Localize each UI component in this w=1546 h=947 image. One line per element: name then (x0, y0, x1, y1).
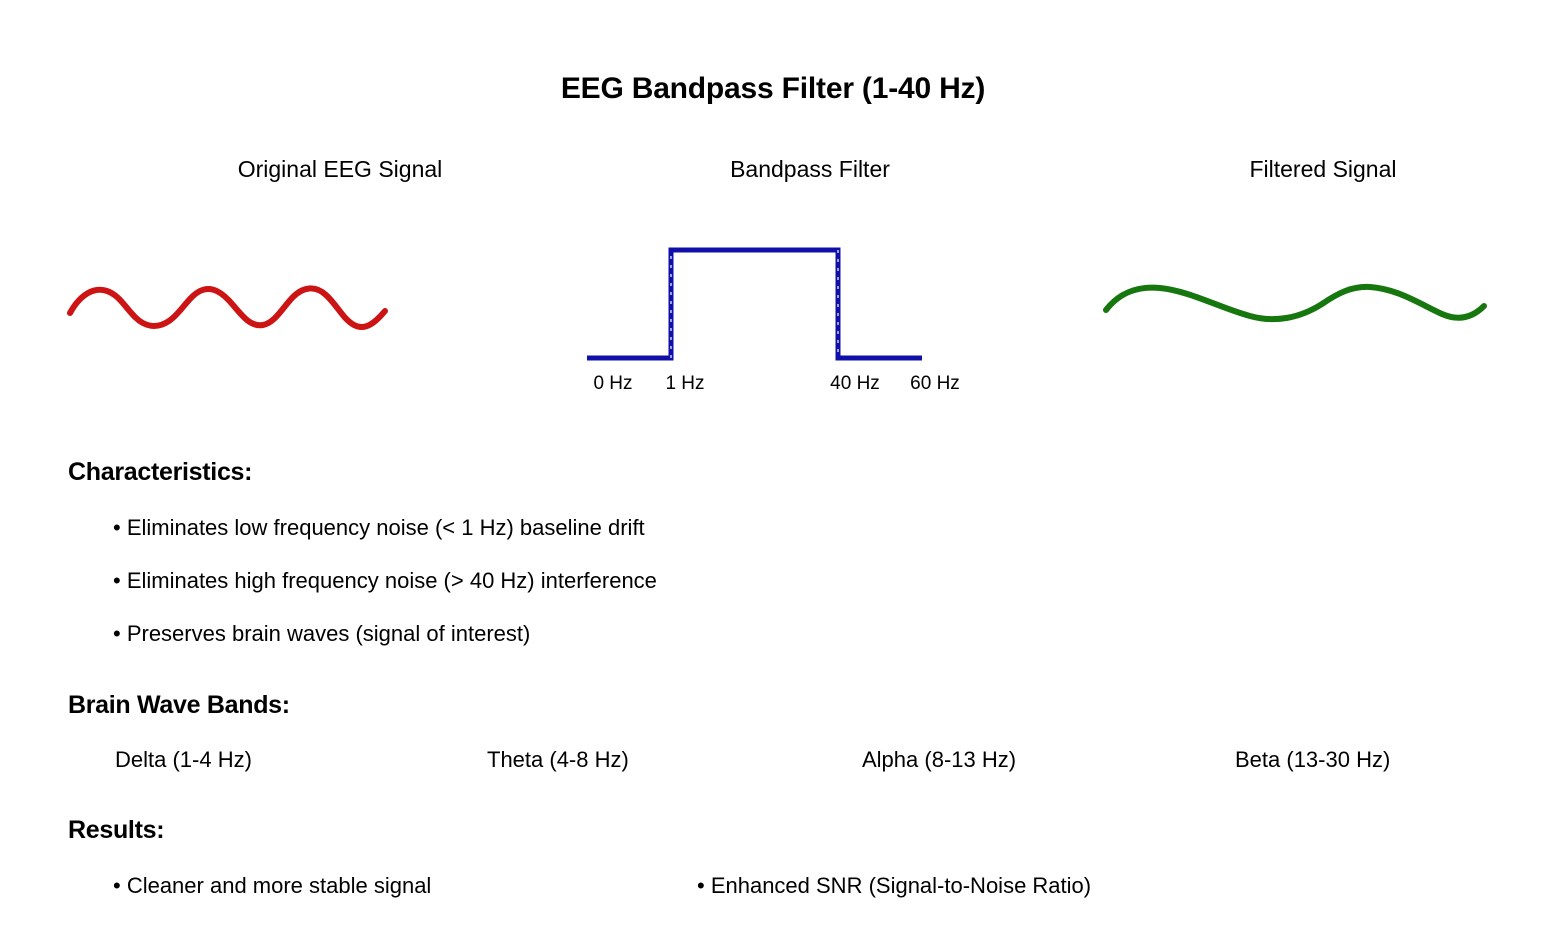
heading-characteristics: Characteristics: (68, 458, 253, 486)
characteristics-bullet: • Preserves brain waves (signal of inter… (113, 621, 531, 646)
results-bullet: • Cleaner and more stable signal (113, 873, 432, 898)
heading-brain-wave-bands: Brain Wave Bands: (68, 691, 290, 719)
results-bullet: • Enhanced SNR (Signal-to-Noise Ratio) (697, 873, 1092, 898)
bandpass-filter-response-plot (587, 247, 922, 361)
brain-wave-band-item: Theta (4-8 Hz) (487, 747, 629, 772)
tick-label-60hz: 60 Hz (910, 373, 960, 394)
characteristics-bullet: • Eliminates high frequency noise (> 40 … (113, 568, 657, 593)
brain-wave-band-item: Alpha (8-13 Hz) (862, 747, 1017, 772)
panel-title-bandpass-filter: Bandpass Filter (730, 156, 890, 182)
panel-title-original-signal: Original EEG Signal (237, 156, 443, 182)
page-title: EEG Bandpass Filter (1-40 Hz) (560, 72, 986, 105)
brain-wave-band-item: Delta (1-4 Hz) (115, 747, 252, 772)
original-eeg-waveform-icon (67, 285, 388, 331)
filtered-eeg-waveform-icon (1103, 283, 1487, 323)
characteristics-bullet: • Eliminates low frequency noise (< 1 Hz… (113, 515, 645, 540)
tick-label-40hz: 40 Hz (830, 373, 880, 394)
tick-label-0hz: 0 Hz (593, 373, 633, 394)
brain-wave-band-item: Beta (13-30 Hz) (1235, 747, 1391, 772)
heading-results: Results: (68, 816, 165, 844)
panel-title-filtered-signal: Filtered Signal (1249, 156, 1397, 182)
tick-label-1hz: 1 Hz (665, 373, 705, 394)
